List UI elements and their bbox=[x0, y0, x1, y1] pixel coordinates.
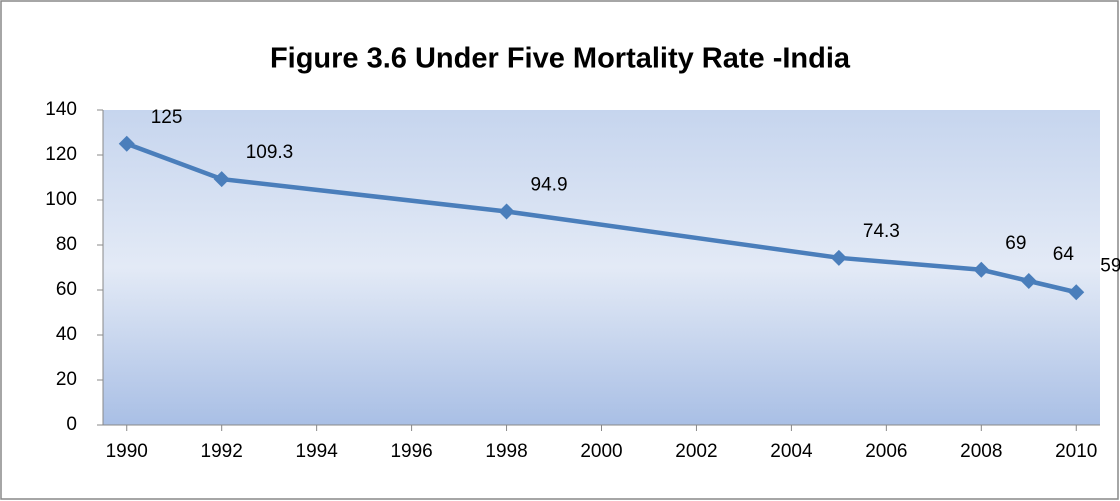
y-tick-label: 0 bbox=[66, 414, 77, 435]
data-point bbox=[830, 249, 847, 266]
x-tick-label: 2002 bbox=[675, 441, 717, 462]
y-tick-label: 60 bbox=[56, 279, 77, 300]
x-tick-label: 2000 bbox=[580, 441, 622, 462]
y-tick-label: 140 bbox=[45, 99, 77, 120]
y-tick-label: 40 bbox=[56, 324, 77, 345]
data-point bbox=[1068, 284, 1085, 301]
data-point bbox=[973, 261, 990, 278]
x-tick-label: 2008 bbox=[960, 441, 1002, 462]
data-point bbox=[498, 203, 515, 220]
data-point bbox=[118, 135, 135, 152]
data-label: 94.9 bbox=[531, 174, 568, 195]
x-tick-label: 2004 bbox=[770, 441, 813, 462]
data-label: 69 bbox=[1005, 233, 1026, 254]
x-tick-label: 1996 bbox=[390, 441, 432, 462]
x-tick-label: 2006 bbox=[865, 441, 907, 462]
data-label: 64 bbox=[1053, 244, 1075, 265]
x-tick-label: 1994 bbox=[296, 441, 339, 462]
y-tick-label: 20 bbox=[56, 369, 77, 390]
data-label: 59 bbox=[1100, 255, 1120, 276]
x-tick-label: 1998 bbox=[485, 441, 527, 462]
y-tick-label: 120 bbox=[45, 144, 77, 165]
x-tick-label: 1992 bbox=[201, 441, 243, 462]
data-point bbox=[213, 171, 230, 188]
y-tick-label: 100 bbox=[45, 189, 77, 210]
chart-title: Figure 3.6 Under Five Mortality Rate -In… bbox=[270, 43, 851, 75]
data-label: 109.3 bbox=[246, 142, 294, 163]
data-point bbox=[1020, 273, 1037, 289]
data-label: 125 bbox=[151, 107, 183, 128]
data-label: 74.3 bbox=[863, 221, 900, 242]
x-tick-label: 2010 bbox=[1055, 441, 1097, 462]
x-tick-label: 1990 bbox=[106, 441, 148, 462]
y-tick-label: 80 bbox=[56, 234, 77, 255]
